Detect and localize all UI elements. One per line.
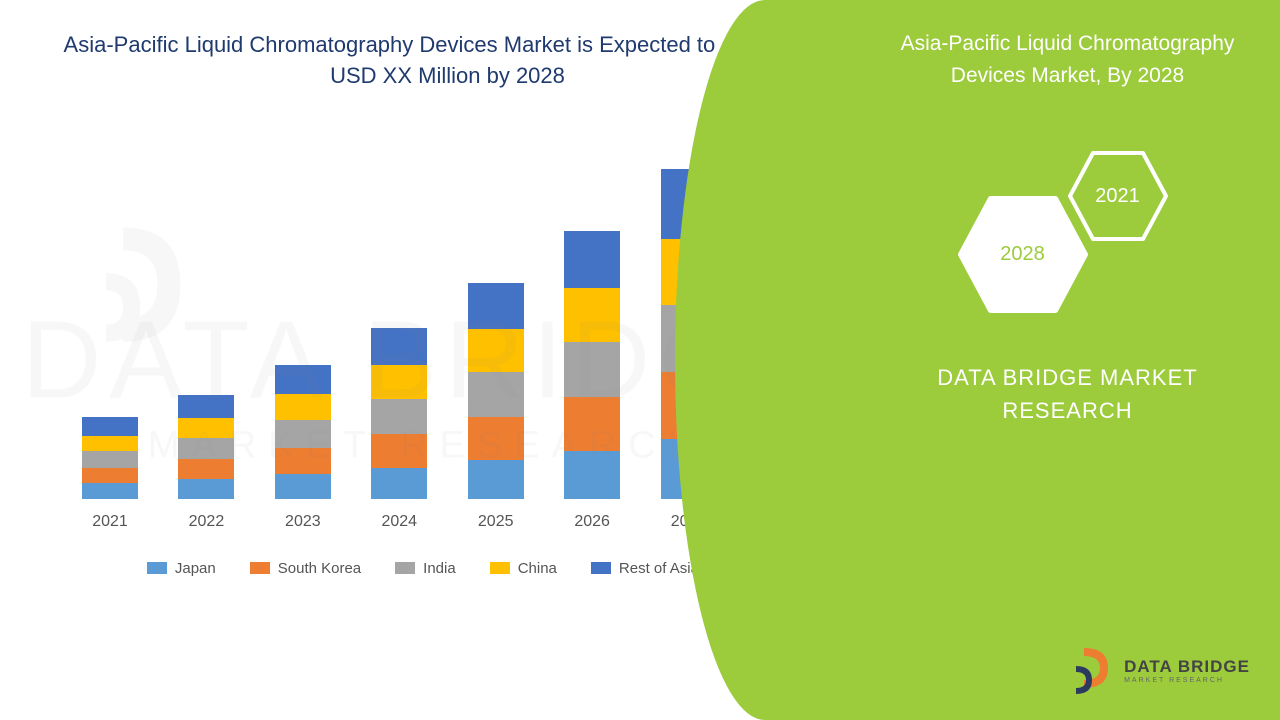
hexagon-badge: 2028 — [958, 196, 1088, 313]
legend-item: India — [395, 560, 456, 577]
bar-column: 2023 — [263, 365, 343, 531]
bar-column: 2026 — [552, 231, 632, 531]
bar-segment — [371, 468, 427, 499]
x-axis-label: 2026 — [574, 513, 610, 531]
bar-segment — [275, 420, 331, 448]
legend-swatch — [395, 562, 415, 574]
sidebar-brand-line1: DATA BRIDGE MARKET — [885, 361, 1250, 394]
bar-column: 2025 — [456, 283, 536, 530]
bar-segment — [564, 231, 620, 288]
bar-column: 2022 — [166, 395, 246, 531]
bar-stack — [468, 283, 524, 498]
x-axis-label: 2022 — [189, 513, 225, 531]
bar-segment — [468, 460, 524, 498]
legend-item: China — [490, 560, 557, 577]
bar-segment — [178, 418, 234, 438]
bar-segment — [468, 283, 524, 329]
bar-segment — [82, 436, 138, 451]
bar-segment — [564, 342, 620, 397]
sidebar-brand-line2: RESEARCH — [885, 394, 1250, 427]
bar-segment — [178, 459, 234, 479]
bar-segment — [371, 399, 427, 434]
bar-segment — [178, 479, 234, 498]
legend-label: Japan — [175, 560, 216, 577]
sidebar-panel: Asia-Pacific Liquid Chromatography Devic… — [855, 0, 1280, 720]
x-axis-label: 2025 — [478, 513, 514, 531]
legend-item: Japan — [147, 560, 216, 577]
bar-segment — [178, 395, 234, 418]
bar-column: 2024 — [359, 328, 439, 531]
bar-segment — [275, 394, 331, 420]
bar-segment — [82, 468, 138, 483]
footer-logo: DATA BRIDGE MARKET RESEARCH — [1070, 644, 1250, 696]
bar-segment — [468, 329, 524, 372]
bar-stack — [564, 231, 620, 499]
hexagon-badges: 20212028 — [958, 151, 1178, 321]
bar-segment — [371, 328, 427, 365]
legend-label: South Korea — [278, 560, 361, 577]
sidebar-brand: DATA BRIDGE MARKET RESEARCH — [885, 361, 1250, 427]
x-axis-label: 2023 — [285, 513, 321, 531]
bar-segment — [275, 365, 331, 394]
footer-logo-line2: MARKET RESEARCH — [1124, 677, 1250, 684]
bar-segment — [468, 417, 524, 460]
bar-segment — [468, 372, 524, 417]
bar-stack — [275, 365, 331, 499]
legend-swatch — [490, 562, 510, 574]
legend-swatch — [250, 562, 270, 574]
x-axis-label: 2021 — [92, 513, 128, 531]
bar-segment — [275, 474, 331, 499]
footer-logo-line1: DATA BRIDGE — [1124, 657, 1250, 677]
bar-column: 2021 — [70, 417, 150, 531]
bar-segment — [178, 438, 234, 460]
bar-segment — [371, 365, 427, 399]
legend-swatch — [591, 562, 611, 574]
bar-segment — [564, 288, 620, 342]
legend-label: China — [518, 560, 557, 577]
legend-item: South Korea — [250, 560, 361, 577]
bar-segment — [82, 483, 138, 498]
bar-segment — [82, 417, 138, 435]
bar-segment — [275, 448, 331, 474]
bar-stack — [371, 328, 427, 499]
sidebar-title: Asia-Pacific Liquid Chromatography Devic… — [885, 28, 1250, 91]
bar-segment — [82, 451, 138, 468]
legend-label: India — [423, 560, 456, 577]
bar-segment — [564, 397, 620, 451]
bar-stack — [82, 417, 138, 499]
x-axis-label: 2024 — [381, 513, 417, 531]
bar-stack — [178, 395, 234, 499]
bar-segment — [564, 451, 620, 499]
bar-segment — [371, 434, 427, 468]
legend-swatch — [147, 562, 167, 574]
footer-logo-icon — [1070, 644, 1114, 696]
